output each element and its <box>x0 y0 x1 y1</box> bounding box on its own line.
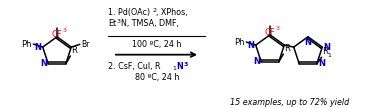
Text: N: N <box>305 38 311 47</box>
Text: , XPhos,: , XPhos, <box>156 8 187 17</box>
Text: R: R <box>71 46 77 55</box>
Text: 3: 3 <box>184 62 188 67</box>
Text: N: N <box>176 62 183 71</box>
Text: 1: 1 <box>172 66 176 71</box>
Text: N: N <box>40 59 47 68</box>
Text: 2: 2 <box>152 8 156 13</box>
Text: Br: Br <box>81 40 89 49</box>
Text: N: N <box>35 43 42 52</box>
Text: 3: 3 <box>276 26 280 31</box>
Text: 80 ºC, 24 h: 80 ºC, 24 h <box>135 73 179 82</box>
Text: 3: 3 <box>117 19 121 24</box>
Text: R: R <box>284 44 290 53</box>
Text: N: N <box>323 43 330 52</box>
Text: 2. CsF, CuI, R: 2. CsF, CuI, R <box>108 62 161 71</box>
Text: 1: 1 <box>328 53 332 58</box>
Text: N: N <box>318 59 325 68</box>
Text: N, TMSA, DMF,: N, TMSA, DMF, <box>121 19 179 28</box>
Text: N: N <box>253 57 260 66</box>
Text: R: R <box>322 47 328 56</box>
Text: CF: CF <box>52 30 62 39</box>
Text: 1. Pd(OAc): 1. Pd(OAc) <box>108 8 150 17</box>
Text: Ph: Ph <box>234 38 244 47</box>
Text: 3: 3 <box>63 28 67 33</box>
Text: CF: CF <box>265 28 276 37</box>
Text: Et: Et <box>108 19 116 28</box>
Text: N: N <box>248 41 255 50</box>
Text: 15 examples, up to 72% yield: 15 examples, up to 72% yield <box>230 98 350 107</box>
Text: Ph: Ph <box>21 40 31 48</box>
Text: 100 ºC, 24 h: 100 ºC, 24 h <box>132 40 182 49</box>
